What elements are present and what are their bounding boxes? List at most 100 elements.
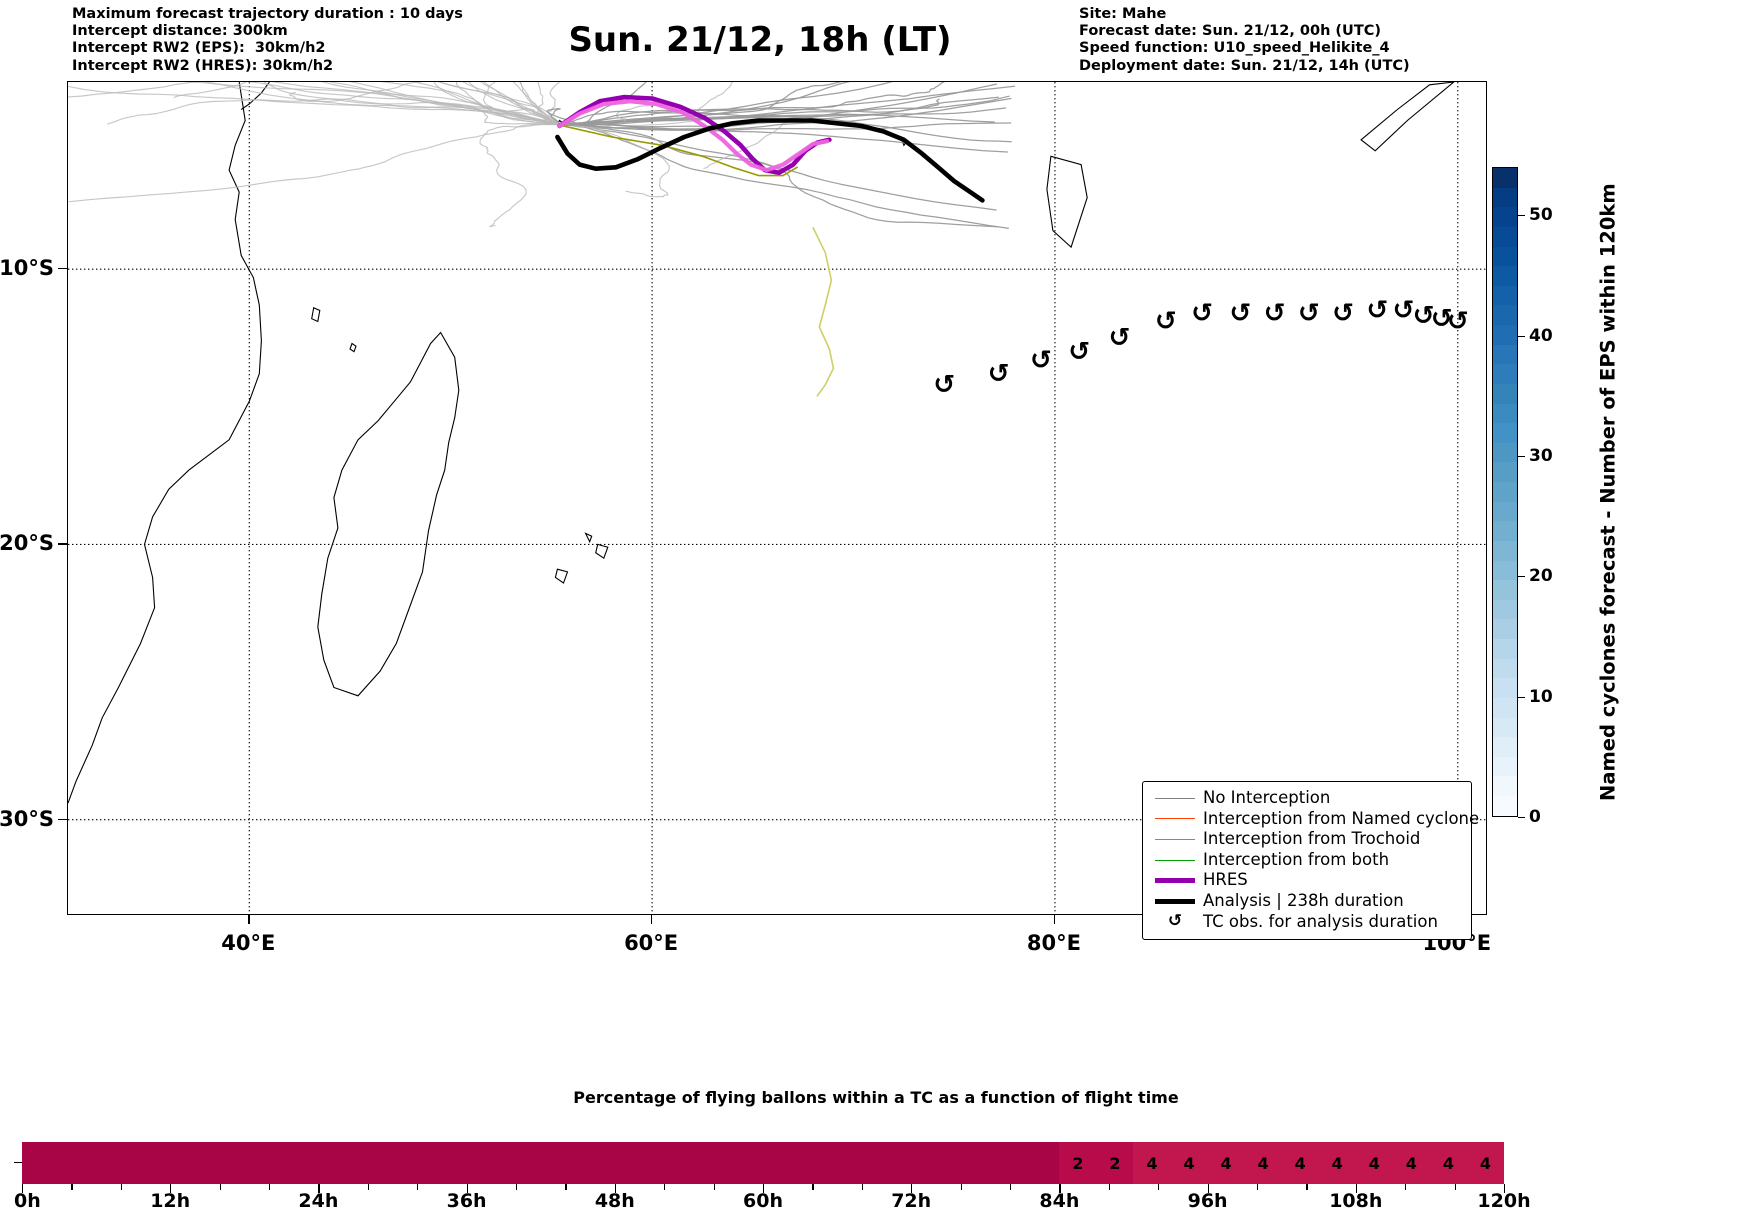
tc-obs-marker: ↺ <box>1393 296 1415 326</box>
colorbar-segment <box>1493 619 1517 639</box>
map-xtick <box>248 915 250 924</box>
bottom-bar-minor-tick <box>1010 1184 1012 1190</box>
map-ytick-label: 30°S <box>0 806 54 831</box>
colorbar-segment <box>1493 540 1517 561</box>
coastline <box>1360 82 1455 152</box>
trajectory-no-interception <box>270 82 561 126</box>
tc-observation-markers: ↺ ↺ ↺ ↺ ↺↺ ↺ ↺ ↺ ↺ ↺ ↺ ↺↺↺↺ <box>933 296 1468 400</box>
map-xtick <box>1053 915 1056 924</box>
trajectory-no-interception <box>558 85 1016 126</box>
legend-key-tc-observation: ↺ <box>1153 913 1197 930</box>
bottom-bar-minor-tick <box>1454 1184 1456 1190</box>
tc-obs-marker: ↺ <box>1109 323 1131 353</box>
trajectory-no-interception <box>437 82 561 126</box>
legend-key-interception-both <box>1153 859 1197 861</box>
trajectory-no-interception <box>548 82 561 126</box>
page-title: Sun. 21/12, 18h (LT) <box>568 20 952 60</box>
colorbar-tick <box>1518 215 1525 217</box>
percentage-bar-cell: 4 <box>1244 1142 1282 1184</box>
legend-key-hres <box>1153 878 1197 884</box>
coastline <box>584 532 593 544</box>
map-gridlines <box>68 82 1486 914</box>
trajectory-no-interception <box>68 123 561 203</box>
colorbar-segment <box>1493 266 1517 286</box>
trajectory-hres <box>557 94 832 176</box>
percentage-bar-cell: 4 <box>1133 1142 1171 1184</box>
legend-item-no-interception[interactable]: No Interception <box>1153 788 1463 809</box>
colorbar-tick-label: 50 <box>1529 205 1553 226</box>
colorbar-tick-label: 20 <box>1529 566 1553 587</box>
bottom-bar-tick <box>318 1184 320 1193</box>
colorbar-segment <box>1493 285 1517 306</box>
colorbar-segment <box>1493 403 1517 424</box>
colorbar-container[interactable]: 0 10 20 30 40 50 <box>1492 167 1553 827</box>
tc-obs-marker: ↺ <box>1229 298 1251 328</box>
legend-swatch <box>1155 859 1195 861</box>
colorbar-segment <box>1493 325 1517 345</box>
trajectory-no-interception <box>438 82 561 126</box>
trajectory-no-interception <box>519 82 561 126</box>
colorbar-segment <box>1493 501 1517 522</box>
bottom-bar-minor-tick <box>1306 1184 1308 1190</box>
map-legend[interactable]: No Interception Interception from Named c… <box>1142 781 1479 941</box>
tc-obs-marker: ↺ <box>1191 298 1213 328</box>
trajectory-no-interception <box>433 82 561 126</box>
colorbar-gradient <box>1492 167 1518 817</box>
bottom-bar-tick-label: 108h <box>1329 1190 1383 1212</box>
map-plot-area[interactable]: ↺ ↺ ↺ ↺ ↺ ↺ ↺ ↺ ↺ ↺ ↺ ↺ ↺ ↺ ↺ ↺ <box>67 81 1487 915</box>
colorbar-tick <box>1518 335 1525 337</box>
legend-item-hres[interactable]: HRES <box>1153 870 1463 891</box>
coastline <box>311 306 321 323</box>
tc-obs-marker: ↺ <box>1413 301 1435 331</box>
legend-key-analysis <box>1153 898 1197 904</box>
legend-swatch <box>1155 838 1195 840</box>
legend-item-analysis[interactable]: Analysis | 238h duration <box>1153 891 1463 912</box>
colorbar-segment <box>1493 599 1517 620</box>
legend-item-interception-named-cyclone[interactable]: Interception from Named cyclone <box>1153 809 1479 830</box>
legend-item-interception-trochoid[interactable]: Interception from Trochoid <box>1153 829 1463 850</box>
bottom-bar-title: Percentage of flying ballons within a TC… <box>573 1088 1179 1107</box>
coastline <box>595 543 609 560</box>
percentage-bar-cell: 2 <box>1096 1142 1134 1184</box>
bottom-bar-minor-tick <box>812 1184 814 1190</box>
legend-label: Interception from Trochoid <box>1203 829 1421 849</box>
colorbar-tick <box>1518 576 1525 578</box>
percentage-bar-cell <box>22 1142 1060 1184</box>
bottom-bar-minor-tick <box>713 1184 715 1190</box>
bottom-bar-tick <box>22 1184 24 1193</box>
colorbar-segment <box>1493 717 1517 738</box>
legend-item-tc-observation[interactable]: ↺ TC obs. for analysis duration <box>1153 912 1463 933</box>
colorbar-segment <box>1493 776 1517 796</box>
bottom-bar-minor-tick <box>861 1184 864 1190</box>
tc-obs-marker: ↺ <box>1332 298 1354 328</box>
colorbar-segment <box>1493 423 1517 443</box>
map-xtick <box>651 915 653 924</box>
colorbar-segment <box>1493 678 1517 698</box>
trajectory-trochoid-2 <box>812 227 835 397</box>
tc-obs-marker: ↺ <box>1298 298 1320 328</box>
colorbar-segment <box>1493 796 1517 816</box>
legend-item-interception-both[interactable]: Interception from both <box>1153 850 1463 871</box>
colorbar-segment <box>1493 305 1517 325</box>
bottom-bar-minor-tick <box>269 1184 271 1190</box>
bottom-bar-tick-label: 84h <box>1039 1190 1080 1212</box>
tc-obs-marker: ↺ <box>988 359 1010 389</box>
bottom-bar-tick <box>1059 1184 1061 1193</box>
colorbar-segment <box>1493 658 1517 679</box>
percentage-bar-cell: 4 <box>1170 1142 1208 1184</box>
colorbar-tick-label: 30 <box>1529 445 1553 466</box>
bottom-bar-tick <box>911 1184 913 1193</box>
map-svg: ↺ ↺ ↺ ↺ ↺↺ ↺ ↺ ↺ ↺ ↺ ↺ ↺↺↺↺ <box>68 82 1486 914</box>
tc-obs-marker: ↺ <box>1447 307 1469 337</box>
legend-label: No Interception <box>1203 788 1331 807</box>
legend-key-interception-named-cyclone <box>1153 818 1197 820</box>
trajectory-no-interception <box>558 122 1012 132</box>
map-ytick <box>58 268 67 270</box>
tc-obs-marker: ↺ <box>933 370 955 400</box>
bottom-bar-minor-tick <box>516 1184 518 1190</box>
bottom-bar-minor-tick <box>960 1184 962 1190</box>
trajectory-no-interception <box>479 123 561 228</box>
colorbar-tick <box>1518 696 1525 698</box>
